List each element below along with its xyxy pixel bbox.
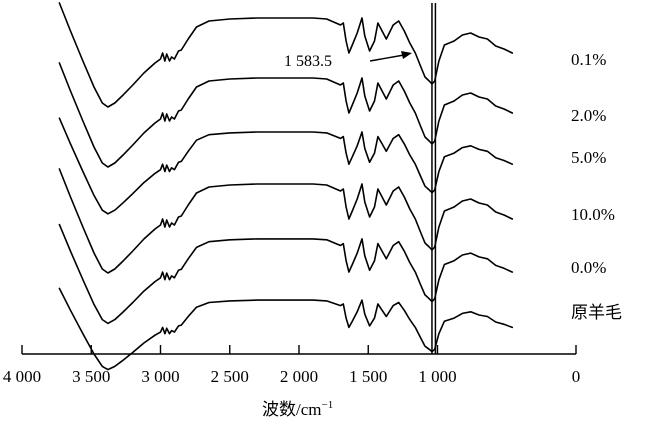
series-label-0-1: 0.1% [571,50,606,69]
annotation-label: 1 583.5 [284,53,332,70]
series-labels: 0.1% 2.0% 5.0% 10.0% 0.0% 原羊毛 [571,50,622,322]
spectrum-trace-3 [58,168,514,274]
peak-annotation: 1 583.5 [284,51,412,70]
series-label-5-0: 5.0% [571,148,606,167]
series-label-2-0: 2.0% [571,106,606,125]
x-axis-title-superscript: −1 [322,399,334,411]
x-tick-label-3: 2 500 [211,367,249,386]
x-tick-label-0: 4 000 [3,367,41,386]
series-label-raw-wool: 原羊毛 [571,303,622,322]
x-axis: 4 000 3 500 3 000 2 500 2 000 1 500 1 000 0 波数/… [3,345,580,419]
x-tick-label-1: 3 500 [72,367,110,386]
x-tick-label-6: 1 000 [418,367,456,386]
annotation-arrowhead [401,51,412,59]
series-label-10-0: 10.0% [571,205,615,224]
x-tick-label-4: 2 000 [280,367,318,386]
x-axis-title: 波数/cm−1 [262,399,333,419]
series-label-0-0: 0.0% [571,258,606,277]
spectrum-trace-4 [58,223,514,325]
annotation-arrow-line [369,54,405,62]
x-tick-label-2: 3 000 [141,367,179,386]
x-ticks: 4 000 3 500 3 000 2 500 2 000 1 500 1 000 0 [3,345,580,386]
x-tick-label-5: 1 500 [349,367,387,386]
x-axis-title-text: 波数/cm [262,400,322,419]
spectrum-trace-2 [58,117,514,215]
spectrum-trace-5 [58,287,514,371]
vertical-markers [431,3,437,354]
spectrum-trace-1 [58,62,514,168]
x-tick-label-7: 0 [572,367,581,386]
